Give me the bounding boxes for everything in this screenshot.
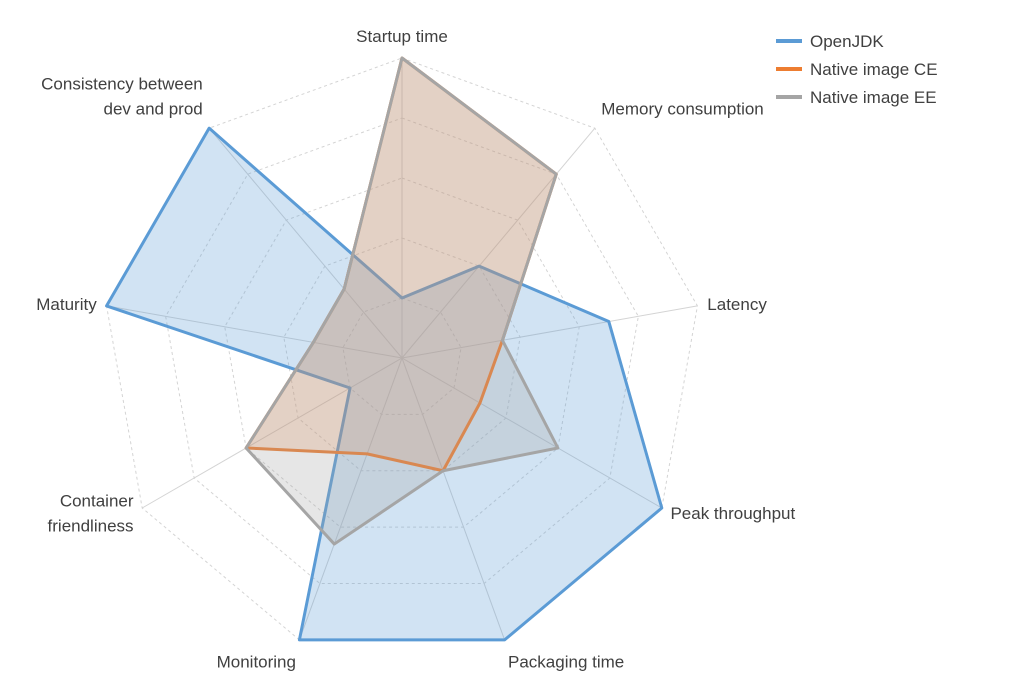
legend-label: Native image CE [810,60,938,79]
axis-label-consistency-between-dev-and-prod: Consistency between dev and prod [41,75,203,119]
axis-label-startup-time: Startup time [356,27,448,46]
spoke-maturity [106,305,403,359]
axis-label-memory-consumption: Memory consumption [601,100,764,119]
legend-item-native-image-ee[interactable]: Native image EE [776,88,937,107]
axis-labels: Startup time Memory consumption Latency Pea… [36,27,795,671]
axis-label-latency: Latency [707,295,767,314]
grid-ring-3 [224,177,580,528]
spoke-consistency-between-dev-and-prod [208,127,403,359]
axis-label-monitoring: Monitoring [217,652,296,671]
series-openjdk [105,126,664,642]
axis-label-container-friendliness: Container friendliness [48,492,134,536]
axis-label-peak-throughput: Peak throughput [670,504,795,523]
spoke-packaging-time [401,357,506,641]
axis-label-maturity: Maturity [36,295,97,314]
series-native-image-ee [244,56,560,546]
grid-ring-1 [342,297,462,415]
spoke-container-friendliness [141,357,403,509]
spoke-monitoring [298,357,403,641]
legend-item-native-image-ce[interactable]: Native image CE [776,60,938,79]
radar-series [105,56,664,642]
legend-item-openjdk[interactable]: OpenJDK [776,32,884,51]
radar-grid [106,57,698,641]
grid-ring-5 [106,57,698,641]
axis-label-packaging-time: Packaging time [508,652,624,671]
legend: OpenJDK Native image CE Native image EE [776,32,938,107]
legend-label: Native image EE [810,88,937,107]
spoke-peak-throughput [401,357,663,509]
legend-label: OpenJDK [810,32,884,51]
grid-ring-4 [165,117,639,585]
spoke-latency [401,305,698,359]
spoke-memory-consumption [401,127,596,359]
